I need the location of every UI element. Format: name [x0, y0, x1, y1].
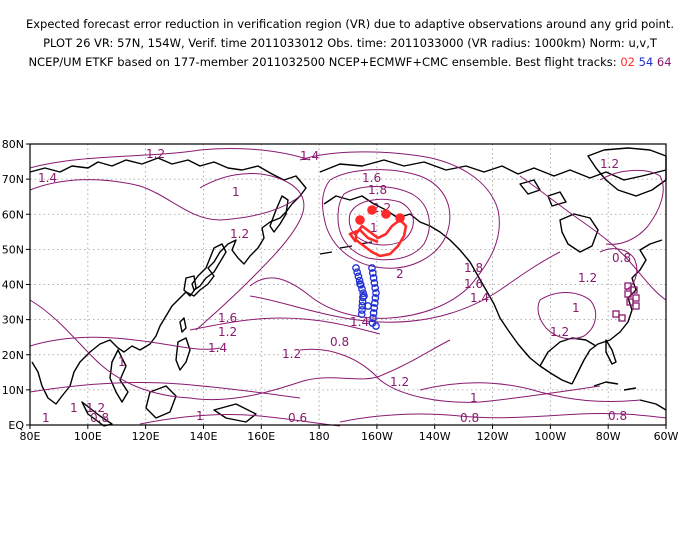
contour-label: 2 — [396, 267, 404, 281]
longitude-tick-label: 80W — [596, 430, 621, 443]
contour-label: 1.2 — [578, 271, 597, 285]
contour-label: 0.8 — [460, 411, 479, 425]
longitude-tick-label: 160E — [247, 430, 275, 443]
contour-label: 1.2 — [282, 347, 301, 361]
contour-label: 1.2 — [86, 401, 105, 415]
latitude-tick-label: 70N — [2, 173, 24, 186]
longitude-tick-label: 120W — [477, 430, 509, 443]
contour-label: 1.2 — [600, 157, 619, 171]
contour-label: 1 — [232, 185, 240, 199]
latitude-tick-label: 20N — [2, 349, 24, 362]
contour-label: 0.8 — [612, 251, 631, 265]
longitude-tick-label: 180 — [309, 430, 330, 443]
longitude-tick-label: 160W — [361, 430, 393, 443]
contour-labels: 1.21.411.41.61.82.21.2 11.22 1.81.61.41.6 1… — [38, 147, 631, 425]
contour-label: 1.8 — [368, 183, 387, 197]
track-id-54: 54 — [638, 55, 654, 69]
coastlines — [29, 147, 667, 427]
error-reduction-contours — [29, 147, 667, 427]
latitude-tick-label: 80N — [2, 138, 24, 151]
contour-label: 1 — [370, 221, 378, 235]
longitude-tick-label: 120E — [132, 430, 160, 443]
longitude-axis: 80E 100E 120E 140E 160E 180 160W 140W 120W 100W 80… — [20, 425, 679, 443]
latitude-tick-label: 60N — [2, 208, 24, 221]
contour-label: 1.2 — [230, 227, 249, 241]
latitude-tick-label: 50N — [2, 243, 24, 256]
contour-label: 0.8 — [90, 411, 109, 425]
longitude-tick-label: 80E — [20, 430, 41, 443]
contour-label: 1 — [70, 401, 78, 415]
contour-label: 1.2 — [390, 375, 409, 389]
contour-label: 1.6 — [362, 171, 381, 185]
contour-label: 1 — [572, 301, 580, 315]
contour-label: 1 — [196, 409, 204, 423]
latitude-axis: EQ 10N 20N 30N 40N 50N 60N 70N 80N — [2, 138, 30, 432]
contour-label: 1.2 — [146, 147, 165, 161]
contour-label: 1.8 — [464, 261, 483, 275]
contour-label: 1.2 — [218, 325, 237, 339]
ensemble-description: NCEP/UM ETKF based on 177-member 2011032… — [28, 55, 617, 69]
contour-label: 1.4 — [300, 149, 319, 163]
latitude-tick-label: 30N — [2, 314, 24, 327]
title-line-2: PLOT 26 VR: 57N, 154W, Verif. time 20110… — [43, 36, 657, 50]
contour-label: 1 — [42, 411, 50, 425]
track-id-64: 64 — [656, 55, 672, 69]
track-id-02: 02 — [620, 55, 635, 69]
title-line-1: Expected forecast error reduction in ver… — [25, 17, 675, 31]
title-line-3: NCEP/UM ETKF based on 177-member 2011032… — [0, 55, 700, 69]
longitude-tick-label: 140E — [189, 430, 217, 443]
longitude-tick-label: 100W — [534, 430, 566, 443]
contour-label: 0.8 — [330, 335, 349, 349]
contour-label: 1 — [470, 391, 478, 405]
longitude-tick-label: 100E — [74, 430, 102, 443]
contour-label: 1 — [118, 355, 126, 369]
contour-label: 0.8 — [608, 409, 627, 423]
flight-track-64 — [612, 282, 640, 322]
contour-label: 0.6 — [288, 411, 307, 425]
contour-label: 1.6 — [218, 311, 237, 325]
flight-track-02 — [348, 205, 408, 258]
longitude-tick-label: 140W — [419, 430, 451, 443]
flight-track-54 — [352, 264, 380, 330]
contour-label: 1.4 — [208, 341, 227, 355]
contour-label: 1.6 — [464, 277, 483, 291]
contour-label: 1.4 — [470, 291, 489, 305]
longitude-tick-label: 60W — [654, 430, 679, 443]
latitude-tick-label: 10N — [2, 384, 24, 397]
contour-label: 1.4 — [350, 315, 369, 329]
latitude-tick-label: 40N — [2, 279, 24, 292]
contour-label: 1.4 — [38, 171, 57, 185]
latitude-tick-label: EQ — [8, 419, 24, 432]
contour-label: 1.2 — [550, 325, 569, 339]
